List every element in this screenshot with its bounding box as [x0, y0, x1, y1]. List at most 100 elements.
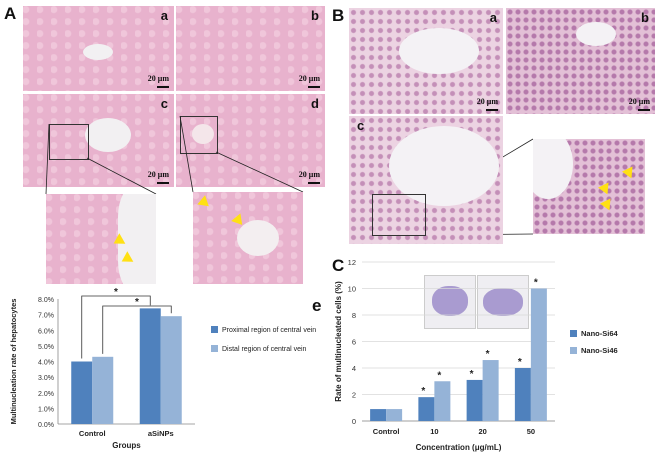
central-vein: [83, 44, 113, 60]
zoom-box: [180, 116, 218, 154]
bar: [482, 360, 499, 421]
airway-lumen: [399, 28, 479, 74]
y-tick-label: 2.0%: [38, 391, 54, 398]
scale-bar-label: 20 μm: [298, 170, 320, 179]
y-tick-label: 12: [348, 258, 356, 267]
airway-lumen: [533, 139, 573, 199]
significance-star: *: [437, 370, 441, 381]
y-tick-label: 4: [352, 364, 356, 373]
bar: [466, 379, 483, 421]
y-tick-label: 4.0%: [38, 360, 54, 367]
scale-bar-label: 20 μm: [476, 97, 498, 106]
legend-swatch: [211, 345, 218, 352]
legend-swatch: [570, 330, 577, 337]
legend-swatch: [211, 326, 218, 333]
scale-bar: [308, 182, 320, 184]
chart-e: 0.0% 1.0% 2.0% 3.0% 4.0% 5.0% 6.0% 7.0% 8.0% Mult…: [9, 287, 316, 450]
bar: [139, 308, 161, 424]
micrograph-a-c-zoom: [46, 194, 156, 284]
central-vein: [85, 118, 131, 152]
bar: [370, 409, 387, 421]
y-tick-label: 6: [352, 338, 356, 347]
scale-bar-label: 20 μm: [298, 74, 320, 83]
cell-image-inset-2: [477, 275, 529, 329]
micrograph-b-b: b 20 μm: [506, 8, 655, 114]
y-tick-label: 2: [352, 391, 356, 400]
legend-label: Nano-Si64: [581, 329, 619, 338]
micrograph-a-a: a 20 μm: [23, 6, 174, 91]
y-axis-label: Multinucleation rate of hepatocytes: [9, 299, 18, 425]
scale-bar-label: 20 μm: [147, 74, 169, 83]
y-tick-label: 6.0%: [38, 328, 54, 335]
airway-lumen: [389, 126, 499, 206]
scale-bar: [157, 182, 169, 184]
y-tick-label: 7.0%: [38, 313, 54, 320]
bar: [160, 316, 182, 424]
bar: [92, 356, 114, 424]
significance-star: *: [518, 357, 522, 368]
y-tick-label: 8.0%: [38, 297, 54, 304]
legend-label: Distal region of central vein: [222, 346, 307, 353]
scale-bar-label: 20 μm: [628, 97, 650, 106]
significance-star: *: [470, 369, 474, 380]
legend-label: Nano-Si46: [581, 346, 618, 355]
y-tick-label: 5.0%: [38, 344, 54, 351]
x-axis-label: Groups: [112, 441, 141, 450]
zoom-box: [49, 124, 89, 160]
bar: [434, 381, 451, 421]
yellow-arrow-icon: [597, 181, 609, 195]
cell-image-inset-1: [424, 275, 476, 329]
micrograph-a-c: c 20 μm: [23, 94, 174, 187]
x-tick-label: 10: [430, 427, 438, 436]
y-tick-label: 1.0%: [38, 406, 54, 413]
scale-bar: [157, 86, 169, 88]
subpanel-label: c: [357, 118, 365, 133]
significance-star: *: [114, 287, 118, 298]
x-tick-label: aSiNPs: [148, 429, 174, 438]
scale-bar-label: 20 μm: [147, 170, 169, 179]
micrograph-b-c: c: [349, 116, 503, 244]
micrograph-b-c-zoom: [533, 139, 645, 234]
scale-bar: [308, 86, 320, 88]
vein-lumen: [237, 220, 279, 256]
x-tick-label: 50: [527, 427, 535, 436]
significance-bracket: [102, 305, 172, 354]
multinucleated-cell: [483, 288, 523, 316]
scale-bar: [638, 109, 650, 111]
yellow-arrow-icon: [621, 165, 633, 179]
panel-label-e: e: [312, 296, 322, 315]
panel-label-c: C: [332, 256, 345, 275]
micrograph-a-d-zoom: [193, 192, 303, 284]
x-axis-label: Concentration (μg/mL): [416, 443, 502, 452]
micrograph-b-a: a 20 μm: [349, 8, 503, 114]
yellow-arrow-icon: [599, 197, 611, 211]
bar: [386, 409, 403, 421]
y-tick-label: 8: [352, 311, 356, 320]
airway-lumen: [576, 22, 616, 46]
scale-bar: [486, 109, 498, 111]
micrograph-a-b: b 20 μm: [176, 6, 325, 91]
subpanel-label: b: [311, 8, 319, 23]
y-tick-label: 0.0%: [38, 422, 54, 429]
legend-label: Proximal region of central vein: [222, 327, 316, 334]
binucleated-cell: [432, 286, 468, 316]
bar: [418, 397, 435, 421]
x-tick-label: Control: [373, 427, 400, 436]
chart-c: 0 2 4 6 8 10 12 Rate of multinucleated cells (%…: [334, 258, 619, 452]
central-vein: [192, 124, 214, 144]
subpanel-label: c: [160, 96, 168, 111]
significance-bracket: [81, 295, 151, 359]
x-tick-label: 20: [478, 427, 486, 436]
vein-lumen: [118, 194, 156, 284]
subpanel-label: d: [311, 96, 319, 111]
y-tick-label: 0: [352, 417, 356, 426]
yellow-arrow-icon: [197, 195, 213, 211]
y-axis-label: Rate of multinucleated cells (%): [334, 281, 343, 402]
panel-label-a: A: [4, 4, 17, 23]
micrograph-a-d: d 20 μm: [176, 94, 325, 187]
zoom-box: [372, 194, 426, 236]
bar: [530, 288, 547, 421]
subpanel-label: a: [489, 10, 497, 25]
significance-star: *: [486, 349, 490, 360]
subpanel-label: a: [160, 8, 168, 23]
